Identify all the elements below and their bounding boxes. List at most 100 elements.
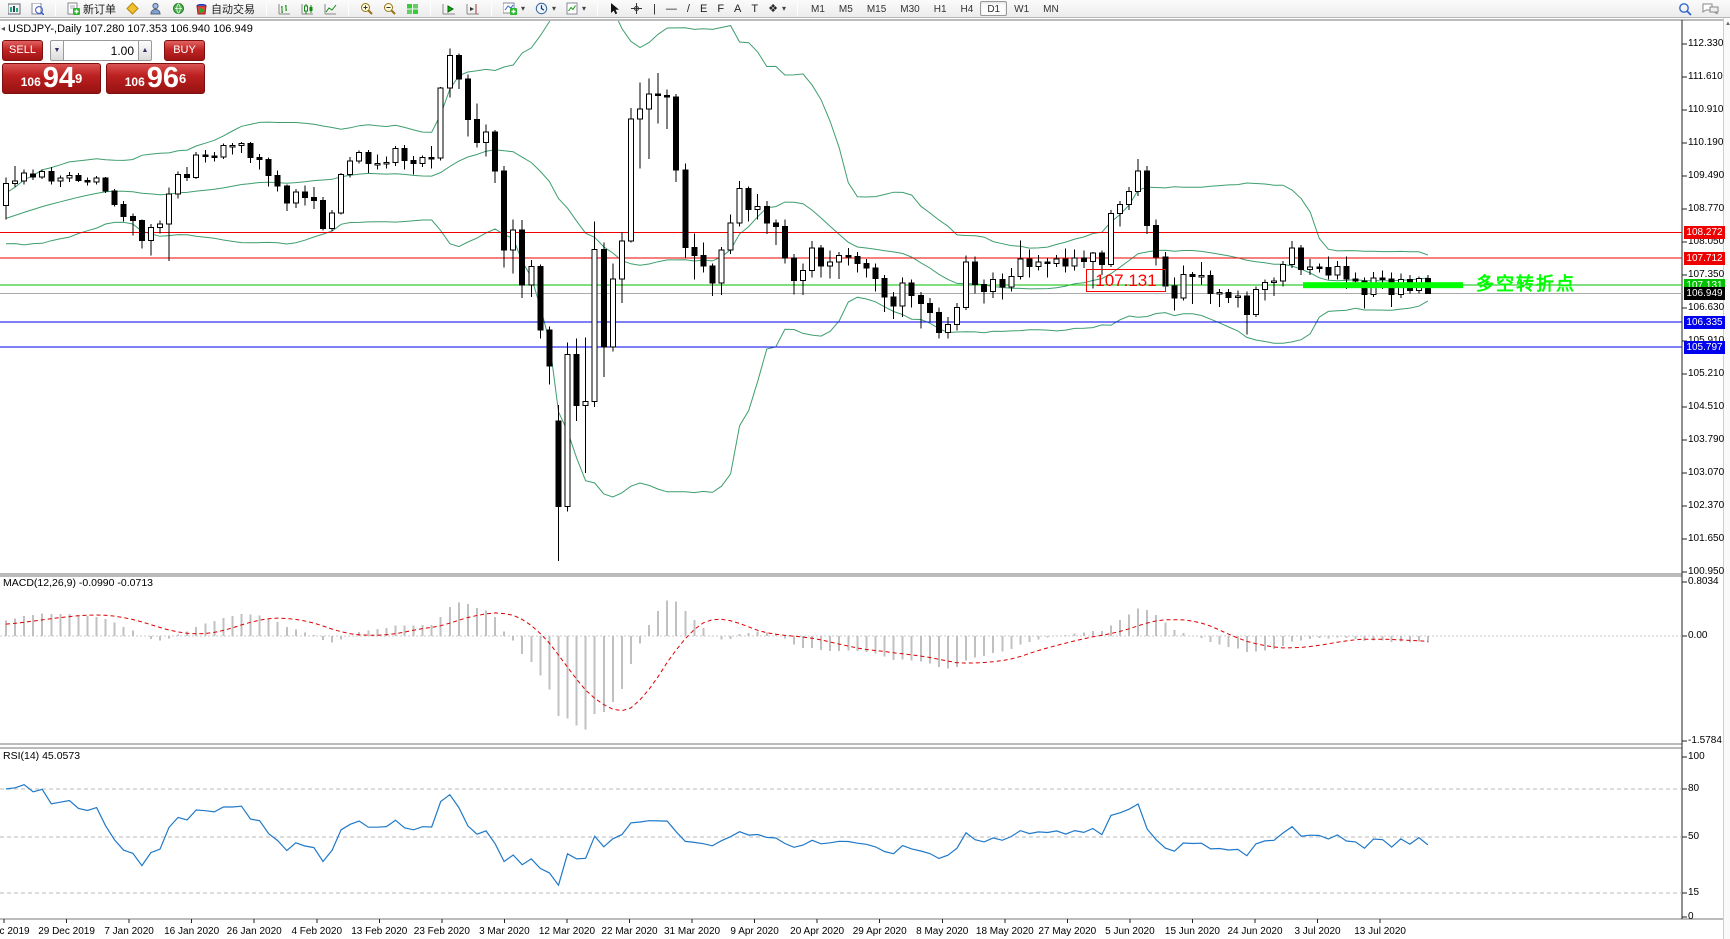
tf-m15[interactable]: M15 bbox=[866, 4, 887, 15]
tf-h1[interactable]: H1 bbox=[933, 4, 947, 15]
axis-tick-label: 0.8034 bbox=[1688, 576, 1719, 587]
bid-quote[interactable]: 106 94 9 bbox=[2, 63, 101, 94]
cursor-tool[interactable] bbox=[604, 1, 625, 17]
axis-tick-label: 103.070 bbox=[1688, 467, 1725, 478]
turning-point-trendline[interactable] bbox=[1303, 282, 1463, 289]
symbol-title: USDJPY-,Daily 107.280 107.353 106.940 10… bbox=[8, 23, 253, 35]
trendline-tool[interactable]: / bbox=[686, 2, 690, 15]
indicators-caret[interactable]: ▾ bbox=[521, 4, 526, 13]
axis-tick-label: 103.790 bbox=[1688, 434, 1725, 445]
arrows-caret[interactable]: ▾ bbox=[782, 4, 787, 13]
price-badge-105.797: 105.797 bbox=[1684, 340, 1725, 354]
timeframe-group: M1 M5 M15 M30 H1 H4 D1 W1 MN bbox=[801, 0, 1069, 17]
arrows-tool[interactable]: ❖ ▾ bbox=[763, 1, 791, 17]
axis-tick-label: 110.910 bbox=[1688, 104, 1724, 115]
volume-down-button[interactable]: ▼ bbox=[50, 40, 64, 61]
axis-tick-label: 100.950 bbox=[1688, 566, 1725, 577]
auto-scroll-icon[interactable] bbox=[437, 1, 461, 17]
ask-pipette: 6 bbox=[179, 71, 187, 86]
price-badge-106.949: 106.949 bbox=[1684, 287, 1725, 301]
tf-m5[interactable]: M5 bbox=[838, 4, 853, 15]
line-chart-icon[interactable] bbox=[319, 1, 342, 17]
chat-icon[interactable] bbox=[1697, 1, 1724, 17]
search-icon[interactable] bbox=[1673, 1, 1697, 17]
buy-button[interactable]: BUY bbox=[164, 40, 205, 61]
date-label: 22 Mar 2020 bbox=[601, 926, 658, 937]
zoom-in-icon[interactable] bbox=[355, 1, 378, 17]
turning-point-price-label[interactable]: 107.131 bbox=[1086, 269, 1166, 292]
axis-tick-label: 100 bbox=[1688, 751, 1705, 762]
indicators-button[interactable]: ▾ bbox=[498, 1, 530, 17]
zoom-out-icon[interactable] bbox=[378, 1, 401, 17]
vertical-line-tool[interactable]: | bbox=[653, 2, 656, 15]
axis-tick-label: 101.650 bbox=[1688, 533, 1725, 544]
tf-m1[interactable]: M1 bbox=[811, 4, 825, 15]
tf-m30[interactable]: M30 bbox=[900, 4, 920, 15]
chart-shift-icon[interactable] bbox=[461, 1, 485, 17]
tile-windows-icon[interactable] bbox=[401, 1, 424, 17]
candlestick-chart-icon[interactable] bbox=[296, 1, 319, 17]
templates-caret[interactable]: ▾ bbox=[582, 4, 587, 13]
date-label: 24 Jun 2020 bbox=[1227, 926, 1283, 937]
autotrading-button[interactable]: 自动交易 bbox=[190, 1, 260, 17]
scroll-up-icon[interactable]: ▲ bbox=[1725, 21, 1730, 27]
separator bbox=[266, 1, 267, 16]
ask-big-figure: 106 bbox=[124, 75, 145, 89]
axis-tick-label: 80 bbox=[1688, 783, 1700, 794]
separator bbox=[491, 1, 492, 16]
axis-tick-label: -1.5784 bbox=[1688, 735, 1722, 746]
templates-button[interactable]: ▾ bbox=[561, 1, 591, 17]
ask-quote[interactable]: 106 96 6 bbox=[106, 63, 205, 94]
periods-button[interactable]: ▾ bbox=[530, 1, 561, 17]
axis-tick-label: 109.490 bbox=[1688, 170, 1725, 181]
separator bbox=[55, 1, 56, 16]
text-tool[interactable]: A bbox=[734, 2, 742, 15]
rsi-line bbox=[5, 784, 1429, 887]
collapse-arrow-icon[interactable]: ◂ bbox=[1, 24, 6, 33]
date-label: 27 May 2020 bbox=[1038, 926, 1097, 937]
axis-tick-label: 107.350 bbox=[1688, 269, 1725, 280]
volume-up-button[interactable]: ▲ bbox=[138, 40, 152, 61]
date-label: 16 Jan 2020 bbox=[164, 926, 220, 937]
tf-h4[interactable]: H4 bbox=[960, 4, 974, 15]
candles[interactable] bbox=[3, 48, 1431, 562]
macd-pane-label: MACD(12,26,9) -0.0990 -0.0713 bbox=[3, 577, 153, 589]
tf-mn[interactable]: MN bbox=[1043, 4, 1059, 15]
print-preview-icon[interactable] bbox=[26, 1, 49, 17]
axis-tick-label: 104.510 bbox=[1688, 401, 1725, 412]
arrows-icon: ❖ bbox=[768, 2, 778, 15]
chart-window-icon[interactable] bbox=[3, 1, 26, 17]
tf-w1[interactable]: W1 bbox=[1014, 4, 1030, 15]
tf-d1[interactable]: D1 bbox=[980, 1, 1008, 16]
signals-icon[interactable] bbox=[167, 1, 190, 17]
date-label: 4 Feb 2020 bbox=[291, 926, 343, 937]
crosshair-tool[interactable] bbox=[625, 1, 648, 17]
fibonacci-tool[interactable]: F bbox=[717, 2, 725, 15]
axis-tick-label: 106.630 bbox=[1688, 302, 1725, 313]
date-label: 7 Jan 2020 bbox=[104, 926, 154, 937]
turning-point-text[interactable]: 多空转折点 bbox=[1476, 274, 1576, 294]
date-label: 18 May 2020 bbox=[975, 926, 1034, 937]
axis-tick-label: 102.370 bbox=[1688, 500, 1725, 511]
bar-chart-icon[interactable] bbox=[273, 1, 296, 17]
channel-tool[interactable]: E bbox=[699, 2, 708, 15]
autotrading-label: 自动交易 bbox=[211, 3, 255, 16]
price-badge-106.335: 106.335 bbox=[1684, 315, 1725, 329]
axis-tick-label: 0.00 bbox=[1688, 630, 1708, 641]
label-tool[interactable]: T bbox=[751, 2, 759, 15]
axis-tick-label: 0 bbox=[1688, 911, 1694, 922]
vertical-scrollbar[interactable]: ▲ bbox=[1723, 18, 1730, 939]
expert-advisors-icon[interactable] bbox=[144, 1, 167, 17]
axis-tick-label: 112.330 bbox=[1688, 38, 1724, 49]
date-label: 31 Mar 2020 bbox=[663, 926, 721, 937]
new-order-button[interactable]: 新订单 bbox=[62, 1, 121, 17]
ask-pips: 96 bbox=[146, 62, 180, 94]
periods-caret[interactable]: ▾ bbox=[552, 4, 557, 13]
metaeditor-icon[interactable] bbox=[121, 1, 144, 17]
horizontal-line-tool[interactable]: — bbox=[665, 2, 677, 15]
volume-input[interactable] bbox=[64, 40, 138, 61]
sell-button[interactable]: SELL bbox=[2, 40, 43, 61]
